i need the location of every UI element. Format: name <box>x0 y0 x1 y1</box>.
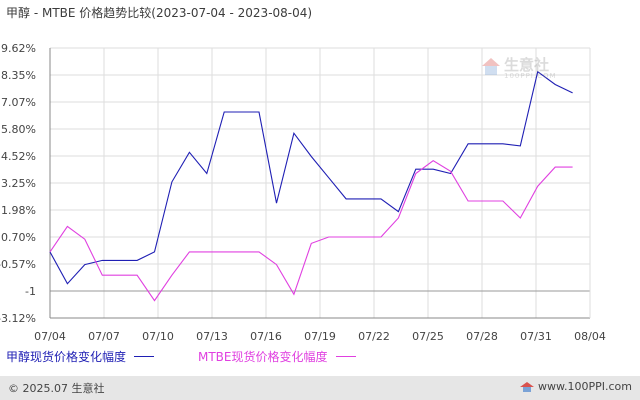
y-tick-label: 0.70% <box>1 231 36 244</box>
x-tick-label: 07/19 <box>304 330 336 343</box>
y-tick-label: 4.52% <box>1 150 36 163</box>
legend-label-2: MTBE现货价格变化幅度 <box>198 350 328 364</box>
x-tick-label: 07/22 <box>358 330 390 343</box>
y-tick-label: -0.57% <box>0 258 36 271</box>
y-tick-label: 8.35% <box>1 69 36 82</box>
x-tick-label: 07/10 <box>142 330 174 343</box>
series-line-1 <box>49 70 573 285</box>
x-tick-label: 07/31 <box>520 330 552 343</box>
y-tick-label: 5.80% <box>1 123 36 136</box>
y-tick-label: -3.12% <box>0 312 36 325</box>
watermark-subtext: 100PPI.COM <box>504 72 557 80</box>
chart-plot: 9.62% 8.35% 7.07% 5.80% 4.52% 3.25% 1.98% 0.70%… <box>0 42 606 343</box>
site-link[interactable]: www.100PPI.com <box>538 380 632 393</box>
x-tick-label: 07/28 <box>466 330 498 343</box>
y-tick-label: 1.98% <box>1 204 36 217</box>
site-logo-icon <box>520 381 535 392</box>
legend-label-1: 甲醇现货价格变化幅度 <box>6 350 127 364</box>
legend-swatch-1 <box>134 356 155 357</box>
y-tick-label: 9.62% <box>1 42 36 55</box>
watermark-logo: 生意社 100PPI.COM <box>478 52 578 82</box>
x-tick-label: 07/13 <box>196 330 228 343</box>
series-line-2 <box>49 160 573 302</box>
x-tick-label: 07/07 <box>88 330 120 343</box>
y-tick-label: 3.25% <box>1 177 36 190</box>
y-tick-label: 7.07% <box>1 96 36 109</box>
x-tick-label: 08/04 <box>574 330 606 343</box>
legend-series-2: MTBE现货价格变化幅度 <box>198 348 356 365</box>
x-tick-label: 07/16 <box>250 330 282 343</box>
footer-bar: © 2025.07 生意社 www.100PPI.com <box>0 376 640 400</box>
chart-title: 甲醇 - MTBE 价格趋势比较(2023-07-04 - 2023-08-04… <box>6 6 313 20</box>
x-tick-label: 07/25 <box>412 330 444 343</box>
y-tick-label: -1 <box>25 285 36 298</box>
footer-copyright: © 2025.07 生意社 <box>8 382 105 395</box>
legend-swatch-2 <box>335 356 356 357</box>
legend-series-1: 甲醇现货价格变化幅度 <box>6 348 155 365</box>
watermark-text: 生意社 <box>504 56 550 74</box>
footer-site: www.100PPI.com <box>520 380 632 393</box>
x-tick-label: 07/04 <box>34 330 66 343</box>
house-icon <box>482 58 500 75</box>
